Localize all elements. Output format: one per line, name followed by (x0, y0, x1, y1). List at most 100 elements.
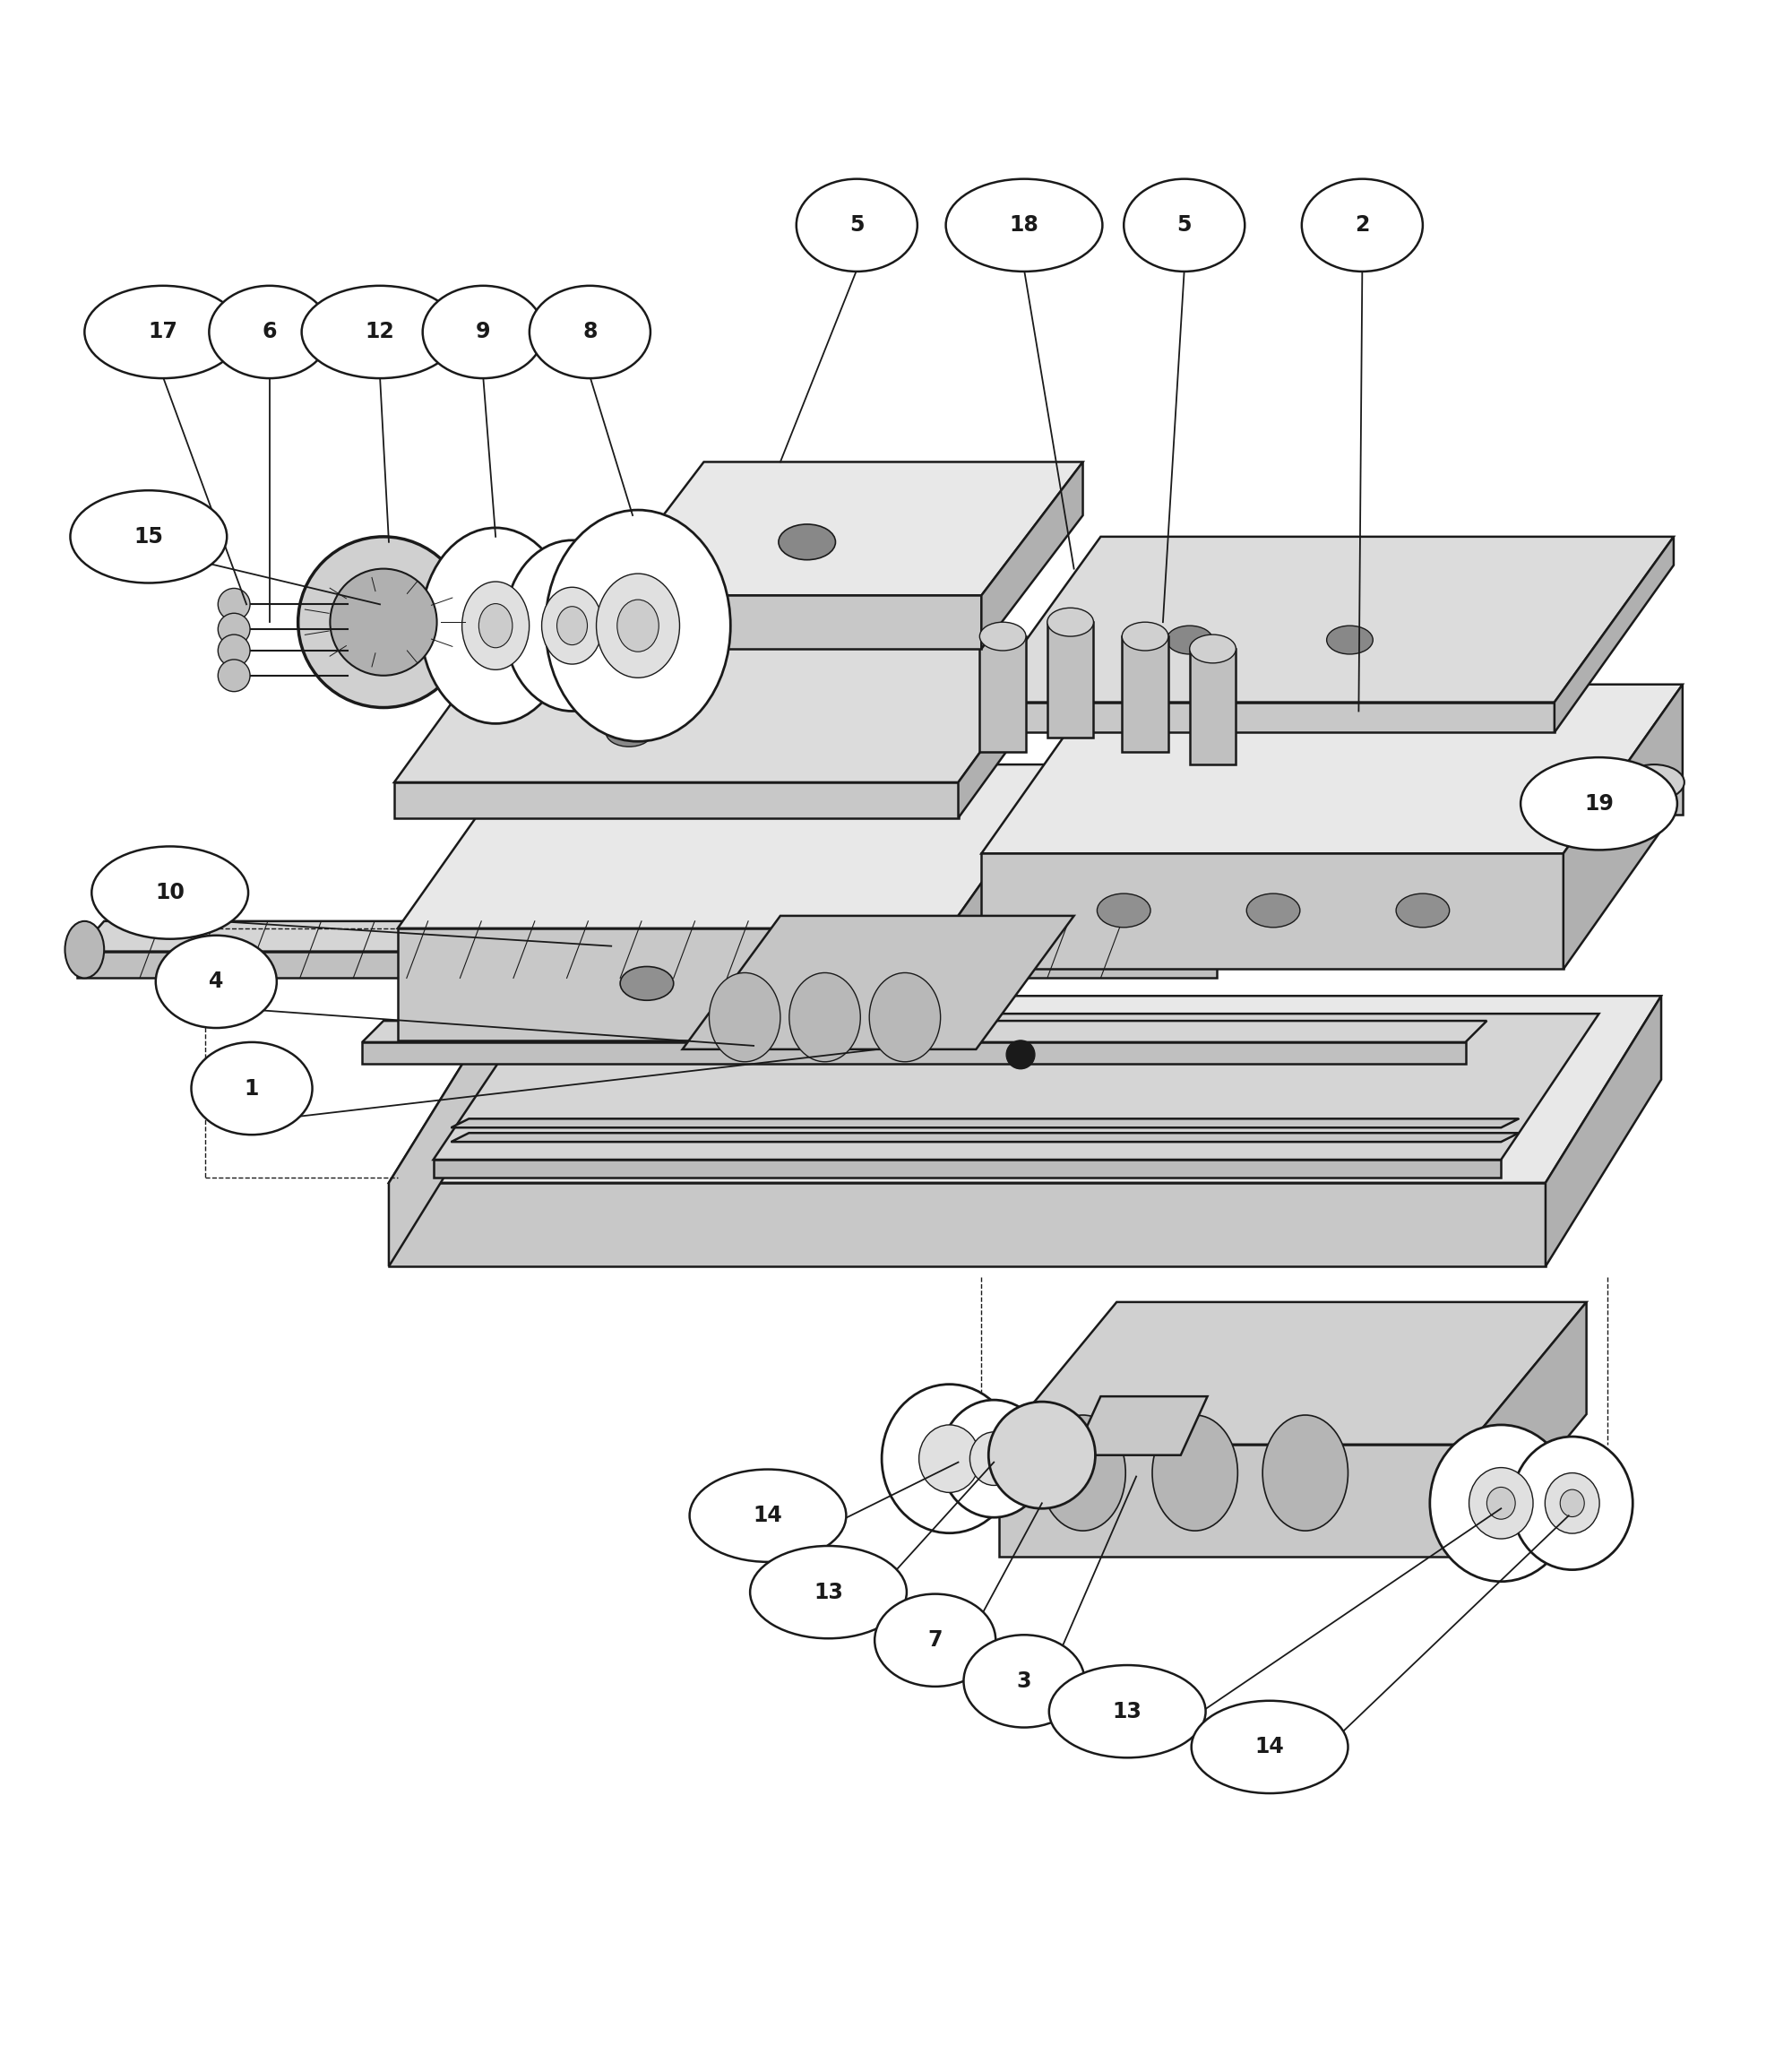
Text: 13: 13 (814, 1582, 842, 1603)
Ellipse shape (620, 968, 674, 1001)
Ellipse shape (964, 1634, 1084, 1727)
Polygon shape (602, 462, 1082, 596)
Ellipse shape (478, 604, 513, 648)
Polygon shape (1122, 635, 1168, 753)
Ellipse shape (1487, 1487, 1516, 1518)
Ellipse shape (421, 528, 570, 724)
Ellipse shape (70, 491, 228, 584)
Ellipse shape (1192, 1700, 1348, 1793)
Ellipse shape (969, 1432, 1018, 1485)
Ellipse shape (1263, 1415, 1348, 1531)
Ellipse shape (462, 582, 529, 670)
Ellipse shape (941, 1401, 1047, 1518)
Ellipse shape (84, 285, 242, 378)
Polygon shape (602, 596, 982, 650)
Ellipse shape (751, 1545, 907, 1638)
Ellipse shape (545, 510, 731, 741)
Text: 2: 2 (1355, 215, 1369, 235)
Polygon shape (398, 928, 950, 1040)
Ellipse shape (1326, 625, 1373, 654)
Text: 1: 1 (244, 1077, 260, 1100)
Polygon shape (394, 640, 1061, 782)
Ellipse shape (788, 974, 860, 1062)
Ellipse shape (796, 179, 918, 272)
Polygon shape (362, 1021, 1487, 1042)
Text: 7: 7 (928, 1630, 943, 1650)
Ellipse shape (1396, 893, 1450, 928)
Ellipse shape (192, 1042, 312, 1135)
Ellipse shape (1048, 1665, 1206, 1758)
Ellipse shape (1152, 1415, 1238, 1531)
Polygon shape (434, 1013, 1598, 1159)
Text: 14: 14 (1254, 1737, 1285, 1758)
Polygon shape (1545, 996, 1661, 1267)
Ellipse shape (1097, 893, 1150, 928)
Circle shape (1007, 1040, 1034, 1069)
Ellipse shape (1122, 623, 1168, 650)
Text: 9: 9 (475, 322, 491, 342)
Ellipse shape (1624, 765, 1684, 800)
Polygon shape (452, 1118, 1520, 1128)
Ellipse shape (1167, 625, 1213, 654)
Polygon shape (980, 635, 1025, 753)
Ellipse shape (778, 524, 835, 559)
Ellipse shape (874, 1595, 996, 1688)
Ellipse shape (1047, 609, 1093, 635)
Text: 4: 4 (210, 972, 224, 992)
Text: 3: 3 (1016, 1671, 1032, 1692)
Polygon shape (394, 782, 959, 817)
Ellipse shape (210, 285, 330, 378)
Ellipse shape (1247, 893, 1299, 928)
Polygon shape (1000, 1302, 1586, 1444)
Ellipse shape (541, 588, 602, 664)
Ellipse shape (946, 179, 1102, 272)
Ellipse shape (1521, 757, 1677, 850)
Polygon shape (683, 916, 1073, 1050)
Circle shape (219, 613, 251, 646)
Text: 5: 5 (849, 215, 864, 235)
Ellipse shape (91, 846, 249, 939)
Circle shape (219, 588, 251, 621)
Text: 10: 10 (156, 881, 185, 904)
Ellipse shape (606, 718, 652, 747)
Polygon shape (1073, 1397, 1208, 1454)
Circle shape (989, 1401, 1095, 1508)
Text: 15: 15 (134, 526, 163, 547)
Ellipse shape (529, 285, 650, 378)
Ellipse shape (1561, 1489, 1584, 1516)
Polygon shape (1469, 1302, 1586, 1558)
Polygon shape (1625, 782, 1683, 815)
Ellipse shape (1430, 1426, 1572, 1582)
Polygon shape (1047, 623, 1093, 739)
Polygon shape (77, 951, 1217, 978)
Ellipse shape (505, 541, 640, 712)
Text: 5: 5 (1177, 215, 1192, 235)
Ellipse shape (882, 1384, 1018, 1533)
Ellipse shape (597, 574, 679, 679)
Polygon shape (982, 701, 1554, 732)
Polygon shape (959, 640, 1061, 817)
Polygon shape (452, 1133, 1520, 1141)
Polygon shape (1563, 685, 1683, 970)
Polygon shape (362, 1042, 1466, 1065)
Ellipse shape (1512, 1436, 1633, 1570)
Polygon shape (389, 1182, 1545, 1267)
Circle shape (219, 660, 251, 691)
Ellipse shape (423, 285, 543, 378)
Polygon shape (982, 685, 1683, 854)
Polygon shape (389, 996, 1661, 1182)
Ellipse shape (1190, 635, 1236, 662)
Ellipse shape (1545, 1473, 1600, 1533)
Polygon shape (982, 536, 1674, 701)
Circle shape (219, 635, 251, 666)
Ellipse shape (65, 922, 104, 978)
Text: 14: 14 (753, 1504, 783, 1527)
Circle shape (330, 569, 437, 675)
Text: 19: 19 (1584, 792, 1613, 815)
Text: 8: 8 (582, 322, 597, 342)
Ellipse shape (1301, 179, 1423, 272)
Ellipse shape (1039, 1415, 1125, 1531)
Polygon shape (982, 462, 1082, 650)
Ellipse shape (156, 935, 276, 1027)
Ellipse shape (301, 285, 459, 378)
